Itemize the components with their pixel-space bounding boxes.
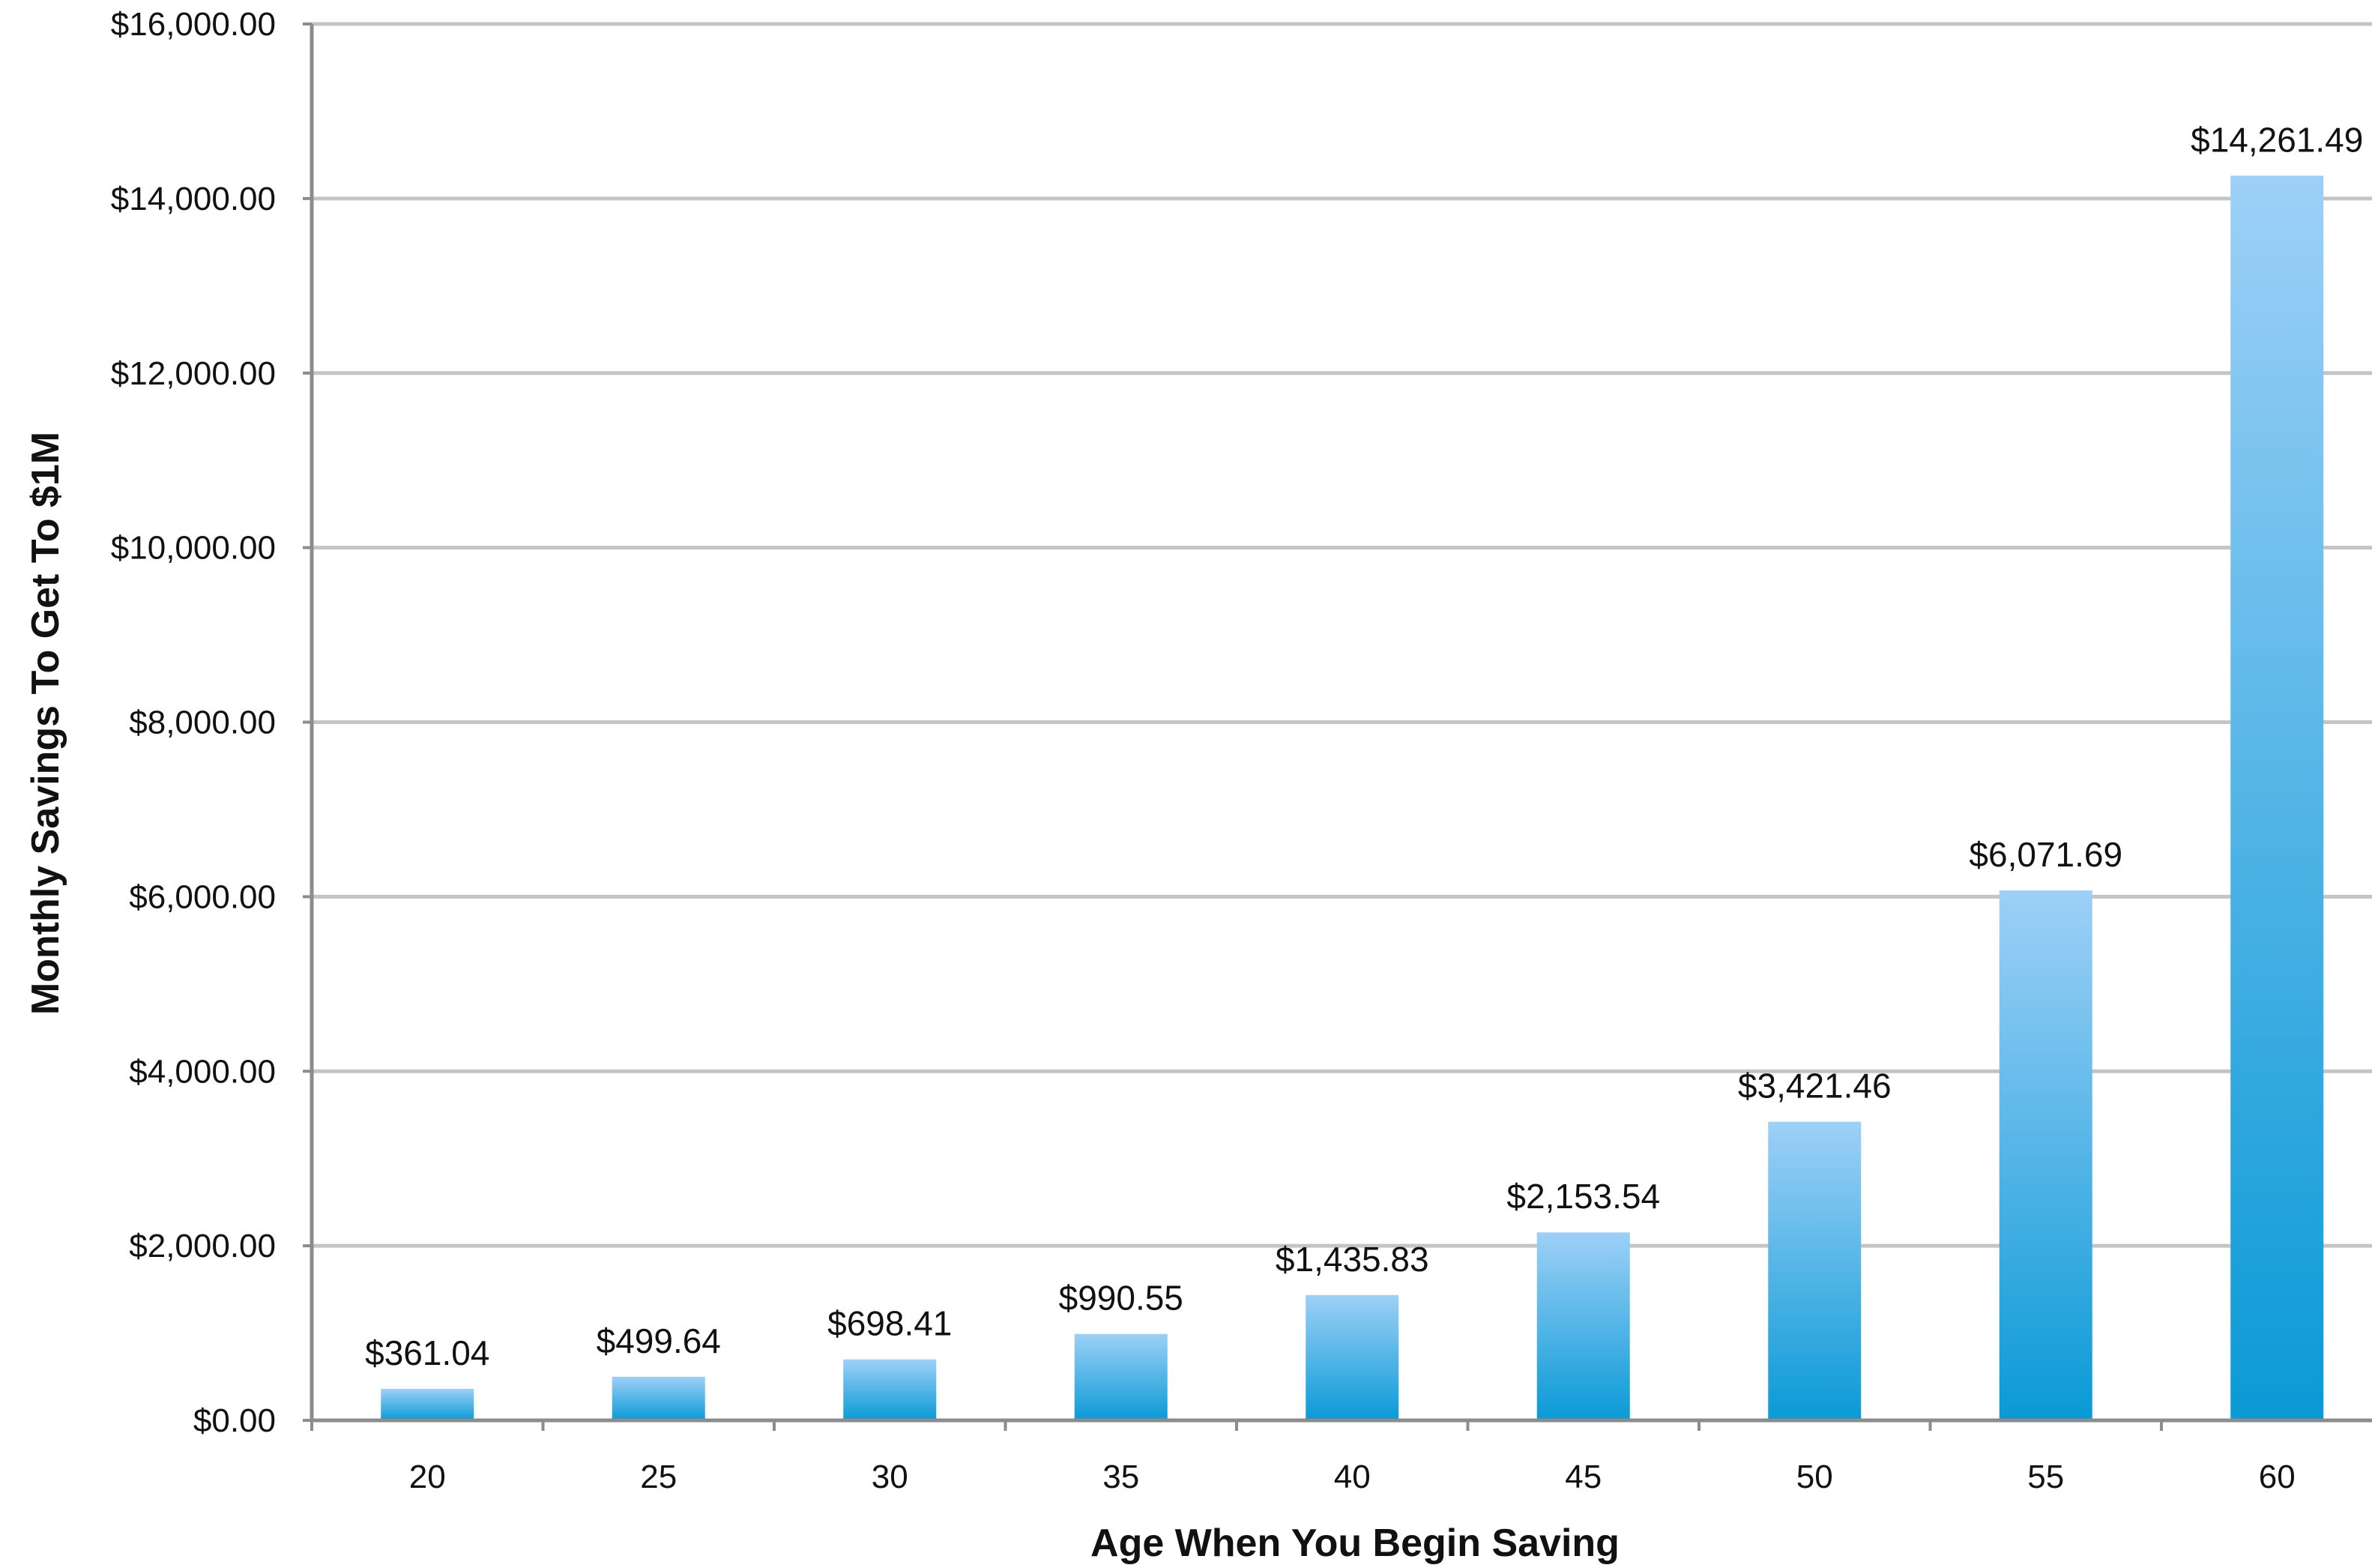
x-tick-label: 45 (1565, 1459, 1602, 1495)
bar-value-label: $2,153.54 (1506, 1177, 1660, 1216)
bar-value-label: $698.41 (827, 1304, 952, 1343)
bar-value-label: $1,435.83 (1276, 1240, 1429, 1279)
y-tick-label: $4,000.00 (129, 1053, 276, 1090)
bar-age-35 (1074, 1333, 1168, 1420)
bar-value-label: $361.04 (365, 1333, 489, 1372)
x-tick-label: 60 (2259, 1459, 2296, 1495)
y-axis-ticks: $0.00 $2,000.00 $4,000.00 $6,000.00 $8,000.0… (111, 6, 312, 1439)
bar-value-labels: $361.04 $499.64 $698.41 $990.55 $1,435.83 $2,… (365, 120, 2363, 1372)
y-tick-label: $8,000.00 (129, 705, 276, 741)
bar-age-55 (1999, 890, 2092, 1420)
bar-value-label: $990.55 (1059, 1279, 1183, 1318)
bar-age-45 (1536, 1232, 1630, 1420)
bar-age-20 (381, 1388, 474, 1420)
y-tick-label: $2,000.00 (129, 1228, 276, 1264)
y-axis-title: Monthly Savings To Get To $1M (24, 432, 67, 1015)
bar-age-30 (843, 1359, 937, 1420)
x-axis-ticks: 20 25 30 35 40 45 50 55 60 (310, 1420, 2296, 1495)
bar-value-label: $6,071.69 (1969, 835, 2122, 874)
x-tick-label: 20 (409, 1459, 446, 1495)
bars (381, 175, 2324, 1421)
gridlines (312, 22, 2372, 1248)
x-tick-label: 50 (1796, 1459, 1833, 1495)
x-tick-label: 55 (2027, 1459, 2064, 1495)
x-tick-label: 35 (1102, 1459, 1139, 1495)
x-tick-label: 30 (872, 1459, 908, 1495)
y-tick-label: $12,000.00 (111, 355, 276, 392)
x-tick-label: 25 (640, 1459, 677, 1495)
bar-value-label: $14,261.49 (2191, 120, 2363, 159)
y-tick-label: $0.00 (193, 1402, 276, 1439)
y-tick-label: $6,000.00 (129, 878, 276, 915)
bar-age-60 (2230, 175, 2324, 1421)
bar-age-50 (1768, 1121, 1862, 1420)
bar-age-25 (612, 1376, 705, 1420)
y-tick-label: $14,000.00 (111, 181, 276, 217)
bar-value-label: $3,421.46 (1738, 1067, 1892, 1106)
bar-value-label: $499.64 (597, 1321, 721, 1360)
bar-age-40 (1306, 1294, 1399, 1420)
x-tick-label: 40 (1334, 1459, 1371, 1495)
x-axis-title: Age When You Begin Saving (1090, 1522, 1620, 1565)
y-tick-label: $16,000.00 (111, 6, 276, 43)
y-tick-label: $10,000.00 (111, 530, 276, 567)
